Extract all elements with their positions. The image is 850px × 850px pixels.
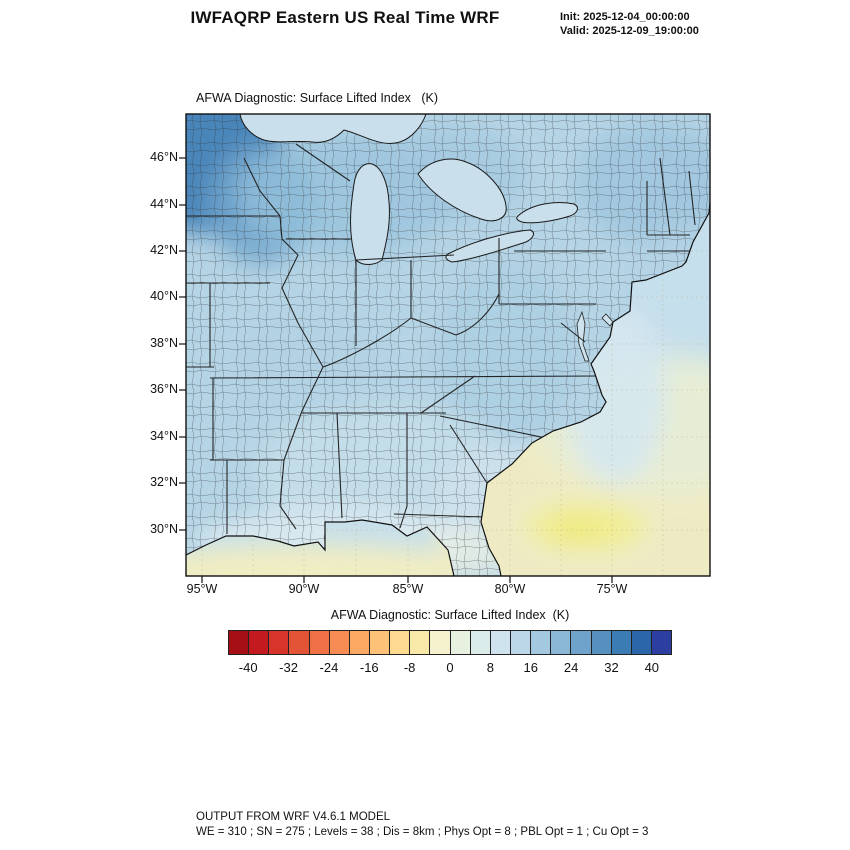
lat-tick-label: 42°N [150,243,178,257]
colorbar-segment [651,631,672,654]
colorbar-segment [631,631,652,654]
colorbar-segment [551,631,572,654]
lon-tick-label: 85°W [392,582,424,596]
colorbar-segment [349,631,370,654]
colorbar-tick-label: -8 [403,660,416,675]
page-title: IWFAQRP Eastern US Real Time WRF [190,8,500,27]
colorbar-segment [269,631,290,654]
colorbar-segment [410,631,431,654]
colorbar-segment [531,631,552,654]
state-boundaries [186,143,696,534]
lat-tick-label: 32°N [150,475,178,489]
run-metadata: Init: 2025-12-04_00:00:00 Valid: 2025-12… [560,10,699,38]
lat-tick-label: 46°N [150,150,178,164]
chesapeake-bay [576,310,590,362]
colorbar-segment [510,631,532,654]
lat-tick-label: 34°N [150,429,178,443]
colorbar-tick-label: -32 [279,660,298,675]
colorbar-segment [289,631,310,654]
lake-erie [445,229,534,263]
colorbar-tick-label: 16 [523,660,538,675]
colorbar-tick-label: 24 [563,660,579,675]
lake-huron [417,158,507,222]
colorbar-segment [571,631,592,654]
lon-tick-label: 80°W [494,582,526,596]
lake-ontario [516,202,578,224]
colorbar-segment [369,631,391,654]
map-plot-area [178,106,718,584]
coastline [186,201,710,576]
lat-tick-label: 30°N [150,522,178,536]
plot-border [185,113,711,577]
lon-tick-label: 90°W [288,582,320,596]
colorbar-segment [611,631,632,654]
colorbar-segment [490,631,511,654]
valid-time-label: Valid: 2025-12-09_19:00:00 [560,25,699,37]
great-lakes [239,114,578,265]
colorbar-tick-label: 0 [446,660,454,675]
colorbar-title: AFWA Diagnostic: Surface Lifted Index (K… [330,608,570,622]
init-time-label: Init: 2025-12-04_00:00:00 [560,11,690,23]
lake-michigan [350,163,390,265]
colorbar-tick-label: -24 [319,660,339,675]
colorbar [228,630,672,655]
footer-config-line: WE = 310 ; SN = 275 ; Levels = 38 ; Dis … [196,825,649,838]
lat-tick-label: 40°N [150,289,178,303]
lat-tick-label: 38°N [150,336,178,350]
colorbar-segment [470,631,491,654]
colorbar-segment [329,631,350,654]
footer: OUTPUT FROM WRF V4.6.1 MODEL WE = 310 ; … [196,810,648,839]
colorbar-tick-label: -40 [238,660,258,675]
lon-tick-label: 75°W [596,582,628,596]
colorbar-tick-label: 40 [644,660,660,675]
colorbar-tick-label: 8 [486,660,494,675]
colorbar-tick-label: 32 [604,660,619,675]
lat-tick-label: 44°N [150,197,178,211]
lake-superior [239,114,427,144]
lon-tick-label: 95°W [186,582,218,596]
colorbar-segment [229,631,250,654]
footer-model-line: OUTPUT FROM WRF V4.6.1 MODEL [196,811,391,823]
map-title: AFWA Diagnostic: Surface Lifted Index (K… [196,91,438,105]
colorbar-segment [591,631,612,654]
lat-tick-label: 36°N [150,382,178,396]
axis-ticks [179,157,613,583]
colorbar-segment [249,631,270,654]
colorbar-segment [309,631,330,654]
wrf-map-figure [179,113,711,583]
bays [576,310,614,362]
colorbar-segment [430,631,451,654]
colorbar-segment [390,631,411,654]
colorbar-segment [450,631,471,654]
map-fill-layers [186,114,710,576]
colorbar-tick-label: -16 [359,660,379,675]
delaware-bay [601,313,614,327]
